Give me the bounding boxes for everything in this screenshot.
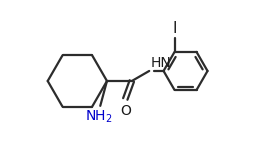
Text: I: I [172,21,177,36]
Text: NH$_2$: NH$_2$ [86,109,113,125]
Text: HN: HN [150,56,171,70]
Text: O: O [120,104,131,118]
